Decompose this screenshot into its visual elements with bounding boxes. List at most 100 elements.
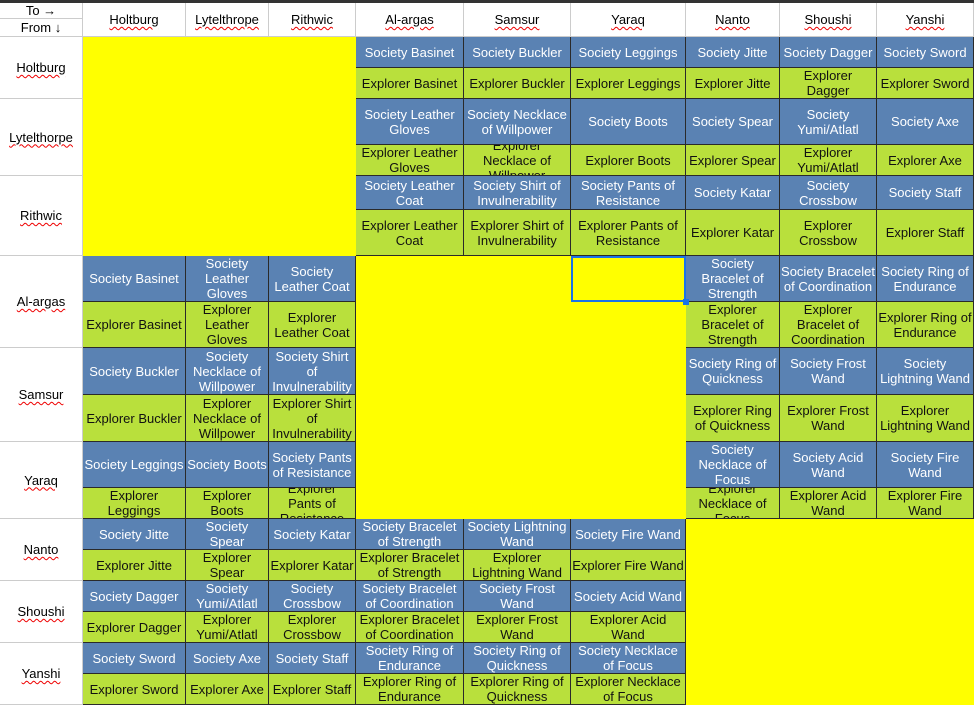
column-header[interactable]: Al-argas [356, 3, 464, 37]
row-header[interactable]: Nanto [0, 519, 83, 581]
society-item-cell[interactable]: Society Ring of Quickness [464, 643, 571, 674]
society-item-cell[interactable]: Society Fire Wand [877, 442, 974, 488]
explorer-item-cell[interactable]: Explorer Lightning Wand [877, 395, 974, 442]
explorer-item-cell[interactable]: Explorer Leather Gloves [186, 302, 269, 348]
explorer-item-cell[interactable]: Explorer Buckler [83, 395, 186, 442]
society-item-cell[interactable]: Society Shirt of Invulnerability [464, 176, 571, 210]
explorer-item-cell[interactable]: Explorer Shirt of Invulnerability [464, 210, 571, 256]
explorer-item-cell[interactable]: Explorer Axe [186, 674, 269, 705]
explorer-item-cell[interactable]: Explorer Fire Wand [877, 488, 974, 519]
explorer-item-cell[interactable]: Explorer Ring of Endurance [877, 302, 974, 348]
society-item-cell[interactable]: Society Yumi/Atlatl [780, 99, 877, 145]
society-item-cell[interactable]: Society Fire Wand [571, 519, 686, 550]
society-item-cell[interactable]: Society Lightning Wand [877, 348, 974, 395]
empty-block[interactable] [686, 519, 974, 705]
society-item-cell[interactable]: Society Axe [877, 99, 974, 145]
row-header[interactable]: Shoushi [0, 581, 83, 643]
explorer-item-cell[interactable]: Explorer Crossbow [269, 612, 356, 643]
society-item-cell[interactable]: Society Dagger [780, 37, 877, 68]
row-header[interactable]: Al-argas [0, 256, 83, 348]
column-header[interactable]: Yaraq [571, 3, 686, 37]
row-header[interactable]: Yanshi [0, 643, 83, 705]
explorer-item-cell[interactable]: Explorer Leather Coat [356, 210, 464, 256]
society-item-cell[interactable]: Society Buckler [464, 37, 571, 68]
society-item-cell[interactable]: Society Buckler [83, 348, 186, 395]
society-item-cell[interactable]: Society Pants of Resistance [571, 176, 686, 210]
column-header[interactable]: Rithwic [269, 3, 356, 37]
explorer-item-cell[interactable]: Explorer Yumi/Atlatl [186, 612, 269, 643]
explorer-item-cell[interactable]: Explorer Yumi/Atlatl [780, 145, 877, 176]
explorer-item-cell[interactable]: Explorer Ring of Endurance [356, 674, 464, 705]
explorer-item-cell[interactable]: Explorer Sword [83, 674, 186, 705]
explorer-item-cell[interactable]: Explorer Sword [877, 68, 974, 99]
society-item-cell[interactable]: Society Leather Coat [356, 176, 464, 210]
society-item-cell[interactable]: Society Necklace of Willpower [186, 348, 269, 395]
society-item-cell[interactable]: Society Boots [571, 99, 686, 145]
explorer-item-cell[interactable]: Explorer Frost Wand [464, 612, 571, 643]
explorer-item-cell[interactable]: Explorer Buckler [464, 68, 571, 99]
explorer-item-cell[interactable]: Explorer Bracelet of Coordination [356, 612, 464, 643]
society-item-cell[interactable]: Society Axe [186, 643, 269, 674]
row-header[interactable]: Rithwic [0, 176, 83, 256]
society-item-cell[interactable]: Society Crossbow [780, 176, 877, 210]
society-item-cell[interactable]: Society Frost Wand [780, 348, 877, 395]
society-item-cell[interactable]: Society Shirt of Invulnerability [269, 348, 356, 395]
society-item-cell[interactable]: Society Jitte [686, 37, 780, 68]
society-item-cell[interactable]: Society Leather Gloves [186, 256, 269, 302]
column-header[interactable]: Samsur [464, 3, 571, 37]
explorer-item-cell[interactable]: Explorer Frost Wand [780, 395, 877, 442]
explorer-item-cell[interactable]: Explorer Staff [269, 674, 356, 705]
explorer-item-cell[interactable]: Explorer Leather Coat [269, 302, 356, 348]
explorer-item-cell[interactable]: Explorer Ring of Quickness [686, 395, 780, 442]
society-item-cell[interactable]: Society Yumi/Atlatl [186, 581, 269, 612]
society-item-cell[interactable]: Society Staff [877, 176, 974, 210]
explorer-item-cell[interactable]: Explorer Spear [186, 550, 269, 581]
society-item-cell[interactable]: Society Leggings [571, 37, 686, 68]
society-item-cell[interactable]: Society Bracelet of Strength [356, 519, 464, 550]
explorer-item-cell[interactable]: Explorer Necklace of Focus [686, 488, 780, 519]
society-item-cell[interactable]: Society Sword [877, 37, 974, 68]
explorer-item-cell[interactable]: Explorer Bracelet of Strength [686, 302, 780, 348]
explorer-item-cell[interactable]: Explorer Pants of Resistance [571, 210, 686, 256]
society-item-cell[interactable]: Society Pants of Resistance [269, 442, 356, 488]
society-item-cell[interactable]: Society Katar [686, 176, 780, 210]
explorer-item-cell[interactable]: Explorer Bracelet of Coordination [780, 302, 877, 348]
society-item-cell[interactable]: Society Boots [186, 442, 269, 488]
society-item-cell[interactable]: Society Bracelet of Coordination [356, 581, 464, 612]
explorer-item-cell[interactable]: Explorer Necklace of Willpower [186, 395, 269, 442]
explorer-item-cell[interactable]: Explorer Ring of Quickness [464, 674, 571, 705]
explorer-item-cell[interactable]: Explorer Axe [877, 145, 974, 176]
society-item-cell[interactable]: Society Leather Coat [269, 256, 356, 302]
society-item-cell[interactable]: Society Dagger [83, 581, 186, 612]
explorer-item-cell[interactable]: Explorer Staff [877, 210, 974, 256]
explorer-item-cell[interactable]: Explorer Basinet [356, 68, 464, 99]
society-item-cell[interactable]: Society Acid Wand [780, 442, 877, 488]
explorer-item-cell[interactable]: Explorer Basinet [83, 302, 186, 348]
society-item-cell[interactable]: Society Necklace of Focus [571, 643, 686, 674]
explorer-item-cell[interactable]: Explorer Necklace of Willpower [464, 145, 571, 176]
column-header[interactable]: Holtburg [83, 3, 186, 37]
explorer-item-cell[interactable]: Explorer Jitte [686, 68, 780, 99]
society-item-cell[interactable]: Society Bracelet of Strength [686, 256, 780, 302]
empty-block[interactable] [83, 37, 356, 256]
explorer-item-cell[interactable]: Explorer Boots [186, 488, 269, 519]
explorer-item-cell[interactable]: Explorer Acid Wand [780, 488, 877, 519]
explorer-item-cell[interactable]: Explorer Dagger [780, 68, 877, 99]
society-item-cell[interactable]: Society Bracelet of Coordination [780, 256, 877, 302]
society-item-cell[interactable]: Society Staff [269, 643, 356, 674]
explorer-item-cell[interactable]: Explorer Leggings [83, 488, 186, 519]
selected-cell[interactable] [571, 256, 689, 305]
society-item-cell[interactable]: Society Necklace of Focus [686, 442, 780, 488]
explorer-item-cell[interactable]: Explorer Necklace of Focus [571, 674, 686, 705]
society-item-cell[interactable]: Society Basinet [356, 37, 464, 68]
explorer-item-cell[interactable]: Explorer Crossbow [780, 210, 877, 256]
society-item-cell[interactable]: Society Leggings [83, 442, 186, 488]
row-header[interactable]: Yaraq [0, 442, 83, 519]
society-item-cell[interactable]: Society Spear [186, 519, 269, 550]
society-item-cell[interactable]: Society Leather Gloves [356, 99, 464, 145]
society-item-cell[interactable]: Society Basinet [83, 256, 186, 302]
explorer-item-cell[interactable]: Explorer Dagger [83, 612, 186, 643]
society-item-cell[interactable]: Society Lightning Wand [464, 519, 571, 550]
row-header[interactable]: Lytelthorpe [0, 99, 83, 176]
society-item-cell[interactable]: Society Sword [83, 643, 186, 674]
